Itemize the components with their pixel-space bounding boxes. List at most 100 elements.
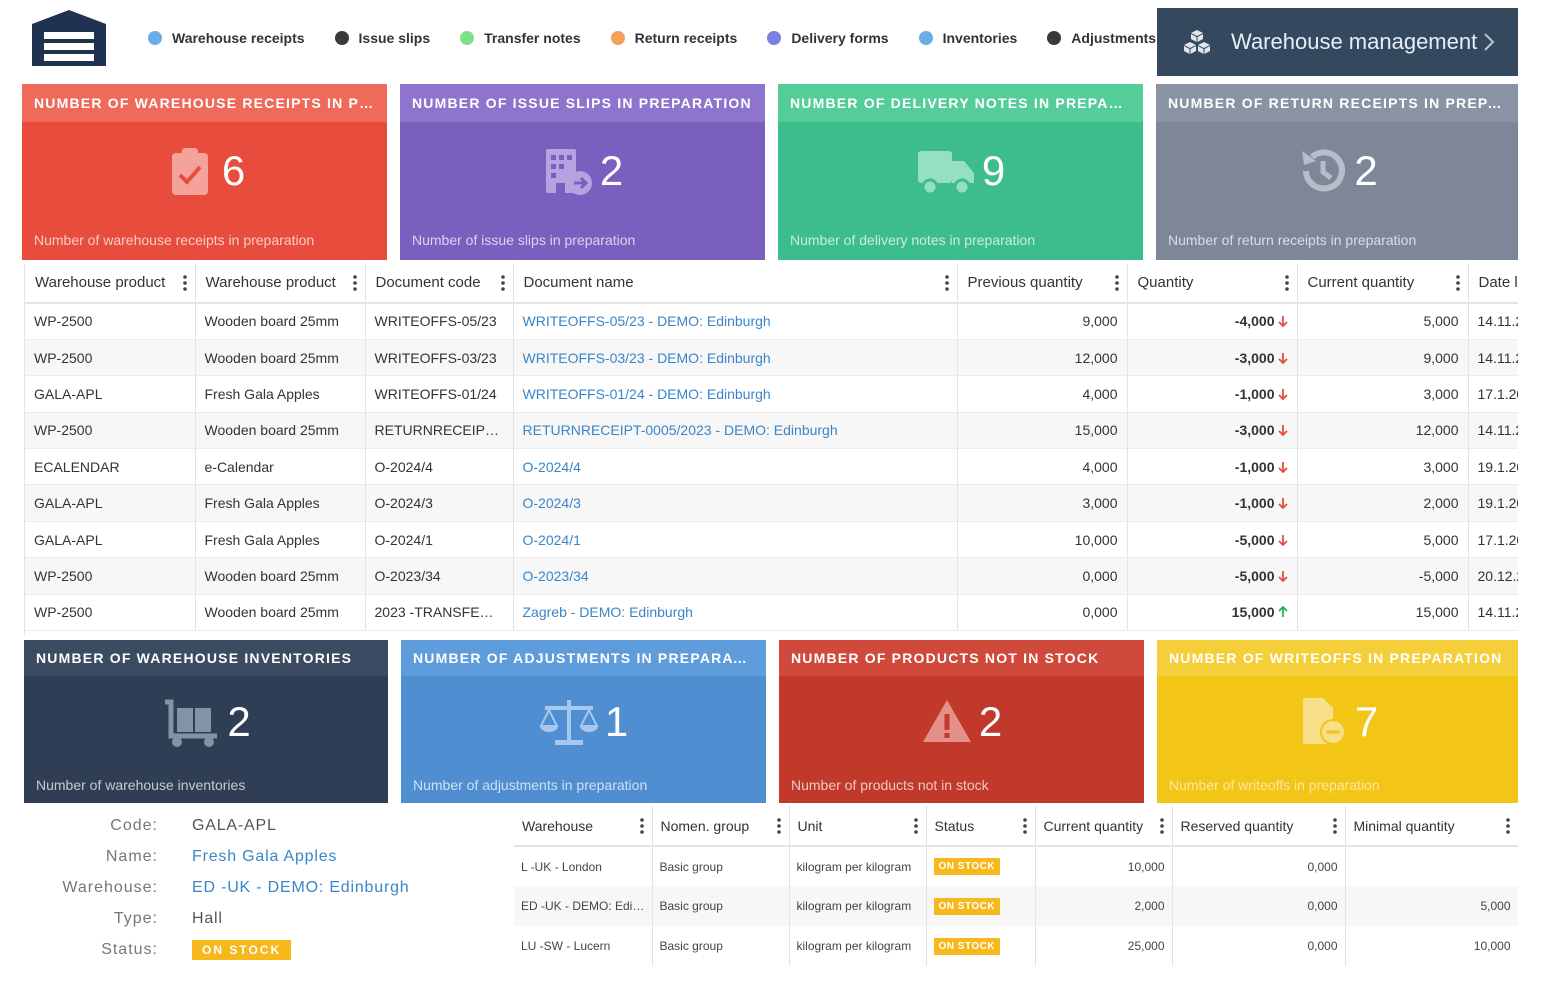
column-header-label: Current quantity — [1307, 274, 1415, 291]
column-header[interactable]: Unit — [789, 806, 927, 847]
product-name-link[interactable]: Fresh Gala Apples — [192, 847, 338, 865]
column-header[interactable]: Warehouse product — [25, 263, 196, 304]
tile-warehouse-inventories[interactable]: NUMBER OF WAREHOUSE INVENTORIES 2 Number… — [24, 640, 388, 803]
column-menu-icon[interactable] — [1159, 818, 1164, 834]
column-header[interactable]: Date l — [1468, 263, 1518, 304]
column-header[interactable]: Quantity — [1127, 263, 1298, 304]
tile-footer: Number of issue slips in preparation — [412, 232, 636, 248]
column-menu-icon[interactable] — [1284, 275, 1289, 291]
document-link[interactable]: O-2024/3 — [522, 495, 581, 512]
document-link[interactable]: Zagreb - DEMO: Edinburgh — [522, 604, 693, 621]
table-row[interactable]: LU -SW - Lucern Basic group kilogram per k… — [514, 926, 1518, 966]
warehouse-link[interactable]: ED -UK - DEMO: Edinburgh — [192, 878, 410, 896]
detail-label: Name: — [105, 847, 158, 865]
cell-document-name[interactable]: WRITEOFFS-03/23 - DEMO: Edinburgh — [513, 339, 958, 377]
cell-product: e-Calendar — [195, 448, 366, 486]
table-row[interactable]: WP-2500 Wooden board 25mm WRITEOFFS-05/23 W… — [25, 303, 1518, 340]
warehouse-management-button[interactable]: Warehouse management — [1157, 8, 1518, 76]
column-header[interactable]: Warehouse product — [195, 263, 366, 304]
table-row[interactable]: WP-2500 Wooden board 25mm WRITEOFFS-03/23 W… — [25, 339, 1518, 377]
detail-row-status: Status: ON STOCK — [24, 934, 504, 965]
legend-item-delivery-forms[interactable]: Delivery forms — [767, 30, 889, 46]
column-menu-icon[interactable] — [500, 275, 505, 291]
column-menu-icon[interactable] — [1332, 818, 1337, 834]
legend-dot — [460, 31, 475, 45]
cell-document-name[interactable]: WRITEOFFS-05/23 - DEMO: Edinburgh — [513, 303, 958, 340]
column-menu-icon[interactable] — [639, 818, 644, 834]
legend-item-issue-slips[interactable]: Issue slips — [334, 30, 431, 46]
cell-document-name[interactable]: O-2024/1 — [513, 521, 958, 559]
cell-document-name[interactable]: Zagreb - DEMO: Edinburgh — [513, 594, 958, 632]
column-header[interactable]: Current quantity — [1297, 263, 1469, 304]
legend-item-adjustments[interactable]: Adjustments — [1047, 30, 1156, 46]
tile-products-not-in-stock[interactable]: NUMBER OF PRODUCTS NOT IN STOCK 2 Number… — [779, 640, 1144, 803]
tile-issue-slips[interactable]: NUMBER OF ISSUE SLIPS IN PREPARATION 2 N… — [400, 84, 765, 260]
cell-current: 15,000 — [1297, 594, 1469, 632]
column-menu-icon[interactable] — [913, 818, 918, 834]
legend-item-inventories[interactable]: Inventories — [918, 30, 1017, 46]
document-link[interactable]: RETURNRECEIPT-0005/2023 - DEMO: Edinburg… — [522, 422, 838, 439]
table-row[interactable]: ED -UK - DEMO: Edinbu... Basic group kilog… — [514, 886, 1518, 926]
column-menu-icon[interactable] — [776, 818, 781, 834]
table-header-row: Warehouse product Warehouse product Docu… — [25, 263, 1518, 304]
arrow-down-icon — [1277, 534, 1288, 546]
cell-document-name[interactable]: WRITEOFFS-01/24 - DEMO: Edinburgh — [513, 375, 958, 413]
column-header[interactable]: Warehouse — [514, 806, 653, 847]
table-row[interactable]: WP-2500 Wooden board 25mm RETURNRECEIPT-00… — [25, 412, 1518, 450]
product-detail-panel: Code: GALA-APL Name: Fresh Gala Apples W… — [24, 810, 504, 965]
tile-footer: Number of products not in stock — [791, 777, 989, 793]
document-link[interactable]: O-2024/4 — [522, 458, 581, 475]
column-menu-icon[interactable] — [944, 275, 949, 291]
history-icon — [1302, 149, 1346, 192]
cell-prev: 4,000 — [957, 375, 1128, 413]
legend-item-warehouse-receipts[interactable]: Warehouse receipts — [148, 30, 305, 46]
arrow-down-icon — [1277, 570, 1288, 582]
tile-body: 7 — [1157, 676, 1518, 767]
legend-label: Issue slips — [358, 30, 431, 46]
column-header[interactable]: Current quantity — [1035, 806, 1173, 847]
cell-document-name[interactable]: O-2024/3 — [513, 484, 958, 522]
column-header[interactable]: Document name — [513, 263, 958, 304]
document-link[interactable]: O-2023/34 — [522, 567, 589, 584]
table-row[interactable]: GALA-APL Fresh Gala Apples O-2024/1 O-2024/… — [25, 521, 1518, 559]
legend-item-return-receipts[interactable]: Return receipts — [610, 30, 737, 46]
document-link[interactable]: WRITEOFFS-03/23 - DEMO: Edinburgh — [522, 349, 771, 366]
tile-writeoffs[interactable]: NUMBER OF WRITEOFFS IN PREPARATION 7 Num… — [1157, 640, 1518, 803]
column-menu-icon[interactable] — [1114, 275, 1119, 291]
column-menu-icon[interactable] — [352, 275, 357, 291]
column-header[interactable]: Document code — [365, 263, 514, 304]
cell-document-name[interactable]: O-2023/34 — [513, 557, 958, 595]
cell-date: 19.1.20 — [1468, 448, 1518, 486]
table-row[interactable]: ECALENDAR e-Calendar O-2024/4 O-2024/4 4,000… — [25, 448, 1518, 486]
column-menu-icon[interactable] — [1455, 275, 1460, 291]
column-menu-icon[interactable] — [1505, 818, 1510, 834]
tile-warehouse-receipts[interactable]: NUMBER OF WAREHOUSE RECEIPTS IN PREPARAT… — [22, 84, 387, 260]
tile-adjustments[interactable]: NUMBER OF ADJUSTMENTS IN PREPARATION 1 N… — [401, 640, 766, 803]
column-header[interactable]: Status — [926, 806, 1036, 847]
column-header[interactable]: Previous quantity — [957, 263, 1128, 304]
document-link[interactable]: O-2024/1 — [522, 531, 581, 548]
legend-item-transfer-notes[interactable]: Transfer notes — [460, 30, 581, 46]
column-header-label: Warehouse product — [205, 274, 336, 291]
table-row[interactable]: GALA-APL Fresh Gala Apples WRITEOFFS-01/24… — [25, 375, 1518, 413]
tile-title: NUMBER OF DELIVERY NOTES IN PREPARATION — [790, 95, 1131, 111]
column-header[interactable]: Minimal quantity — [1345, 806, 1518, 847]
column-header[interactable]: Nomen. group — [652, 806, 790, 847]
column-header[interactable]: Reserved quantity — [1172, 806, 1346, 847]
quantity-value: -1,000 — [1234, 385, 1275, 402]
table-body: WP-2500 Wooden board 25mm WRITEOFFS-05/23 W… — [25, 303, 1518, 632]
cell-document-name[interactable]: O-2024/4 — [513, 448, 958, 486]
table-row[interactable]: WP-2500 Wooden board 25mm 2023 -TRANSFER-0… — [25, 594, 1518, 632]
table-row[interactable]: GALA-APL Fresh Gala Apples O-2024/3 O-2024/… — [25, 484, 1518, 522]
document-link[interactable]: WRITEOFFS-05/23 - DEMO: Edinburgh — [522, 313, 771, 330]
table-row[interactable]: WP-2500 Wooden board 25mm O-2023/34 O-2023/… — [25, 557, 1518, 595]
document-link[interactable]: WRITEOFFS-01/24 - DEMO: Edinburgh — [522, 385, 771, 402]
cell-code: GALA-APL — [25, 375, 196, 413]
tile-return-receipts[interactable]: NUMBER OF RETURN RECEIPTS IN PREPARATION… — [1156, 84, 1518, 260]
tile-delivery-notes[interactable]: NUMBER OF DELIVERY NOTES IN PREPARATION … — [778, 84, 1143, 260]
column-menu-icon[interactable] — [1022, 818, 1027, 834]
column-menu-icon[interactable] — [182, 275, 187, 291]
legend-dot — [1047, 31, 1062, 45]
cell-document-name[interactable]: RETURNRECEIPT-0005/2023 - DEMO: Edinburg… — [513, 412, 958, 450]
table-row[interactable]: L -UK - London Basic group kilogram per ki… — [514, 846, 1518, 886]
